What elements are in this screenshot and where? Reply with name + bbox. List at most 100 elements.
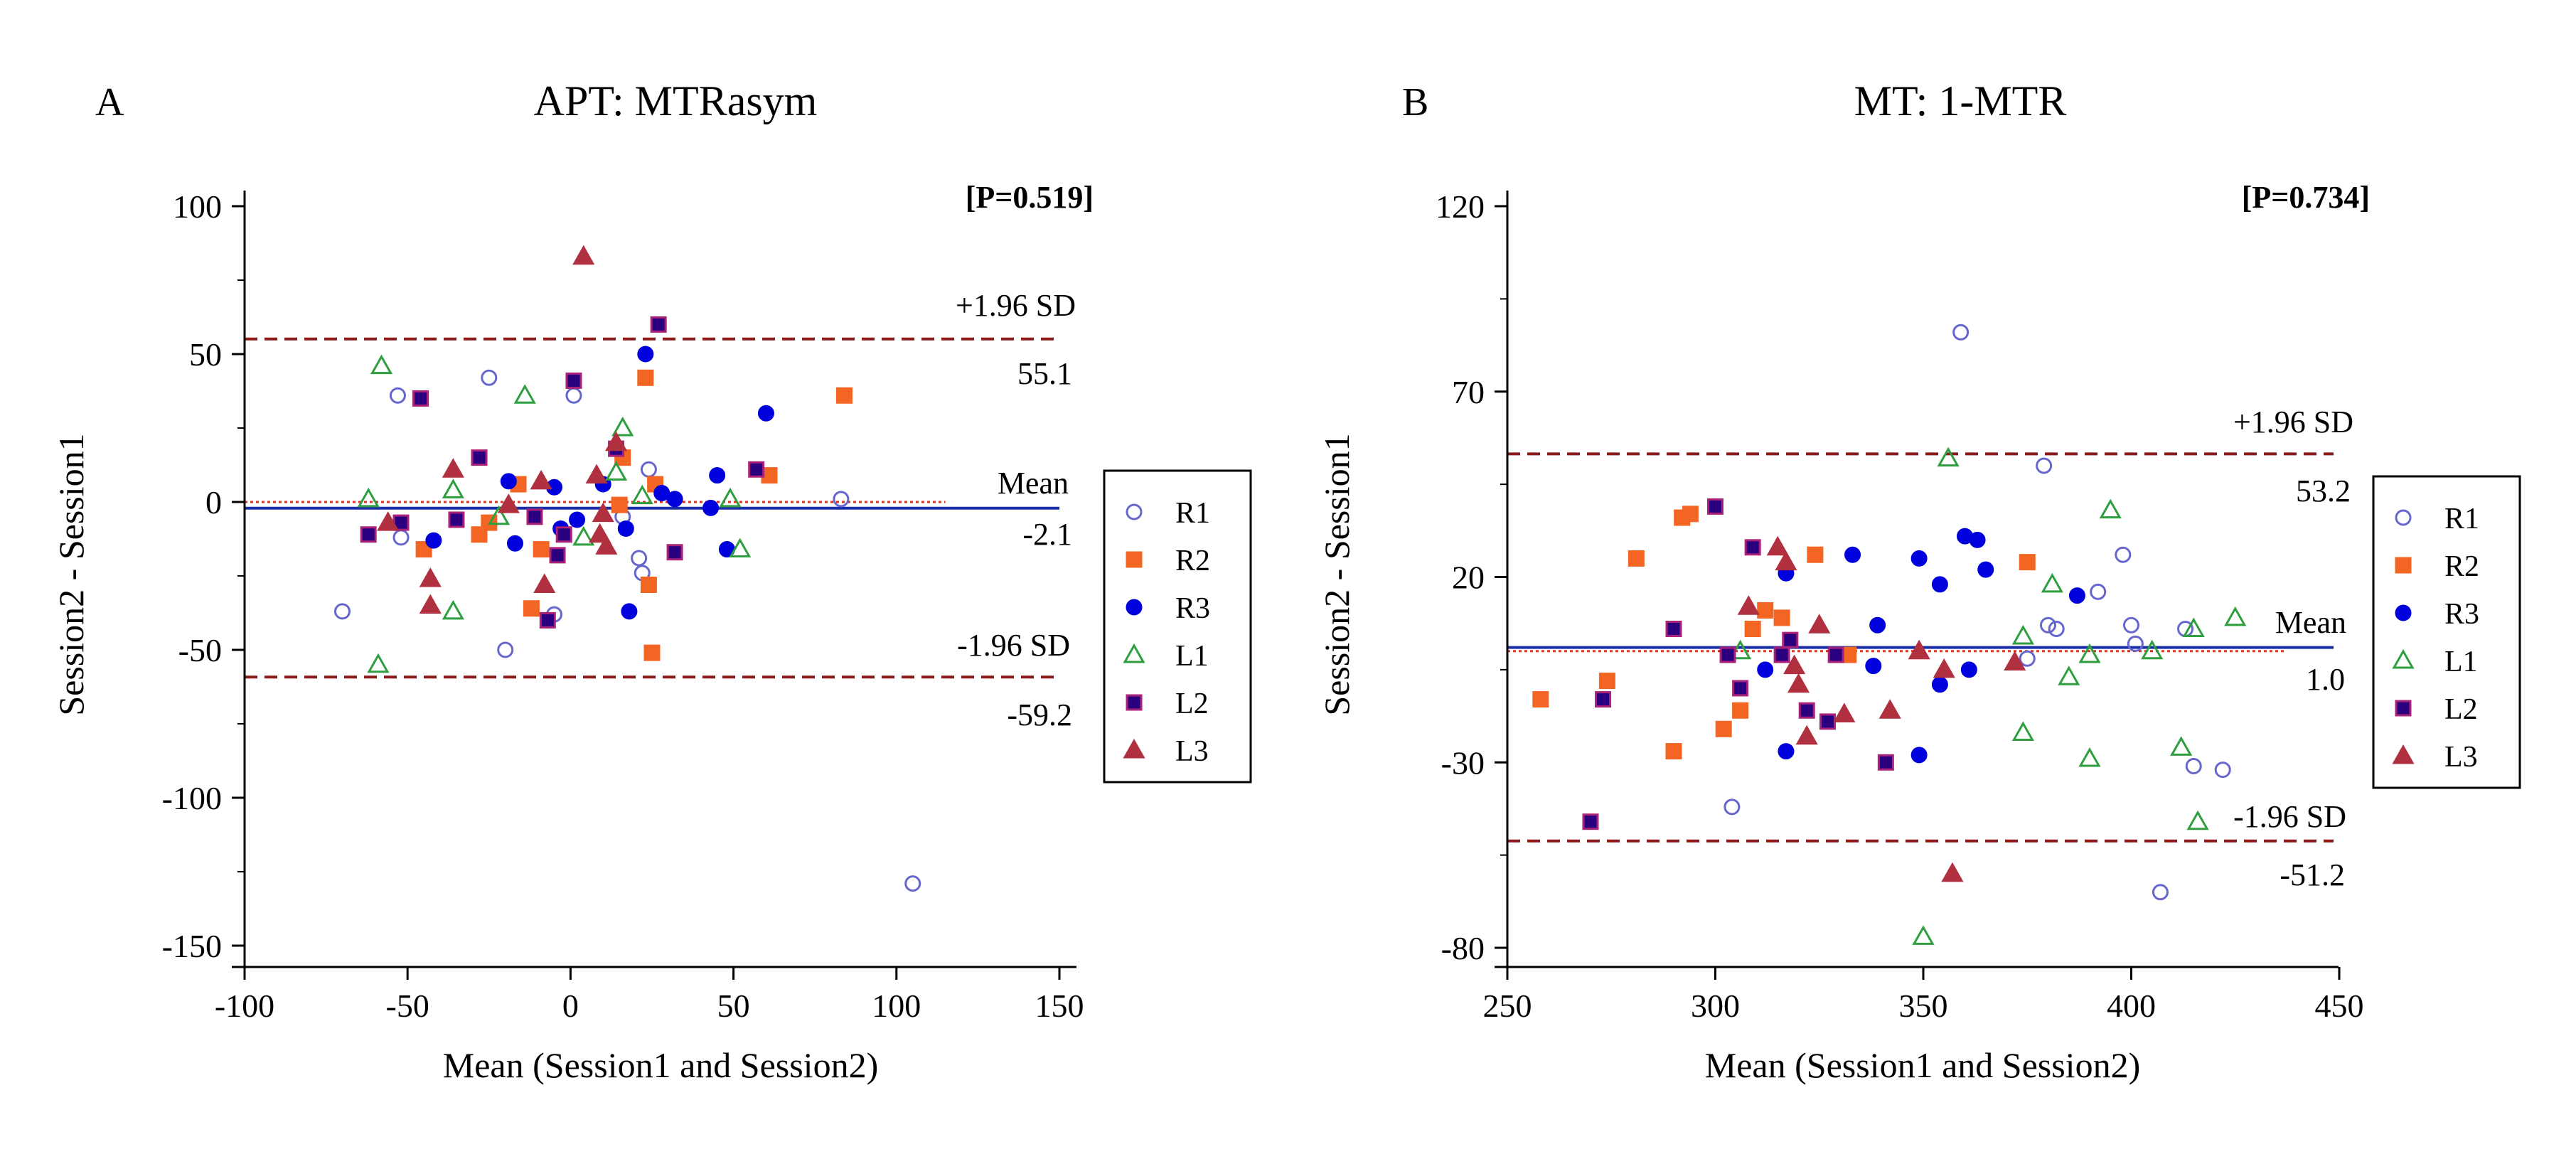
panel-b-legend-marker-l1 [2392, 648, 2415, 669]
panel-a-point-l1 [442, 599, 464, 620]
panel-b-point-r2 [1732, 702, 1749, 719]
panel-b-legend-box [2372, 475, 2521, 789]
panel-a-point-r1 [389, 387, 406, 404]
panel-b-point-r3 [1757, 661, 1774, 678]
panel-a-y-tick-label: 0 [205, 484, 222, 520]
panel-b-point-l2 [1877, 754, 1894, 771]
panel-b-y-tick-label: 120 [1436, 188, 1485, 225]
panel-b-upper-loa-value: 53.2 [2296, 474, 2351, 508]
panel-a-point-r3 [569, 511, 586, 528]
panel-a-point-l1 [719, 487, 742, 508]
panel-a-x-tick-label: 100 [872, 988, 921, 1024]
panel-b-point-l1 [1912, 925, 1935, 945]
panel-b-point-r3 [1977, 561, 1994, 578]
panel-a-point-l1 [442, 479, 464, 498]
panel-b-legend-marker-l2 [2395, 700, 2412, 717]
panel-a-legend: R1 R2 R3 L1 L2 L3 [1103, 469, 1252, 784]
panel-a-reference-lines [245, 337, 1059, 679]
panel-b-point-r1 [2040, 616, 2056, 634]
panel-a-point-l1 [729, 538, 752, 558]
panel-a-y-axis-label: Session2 - Session1 [51, 433, 91, 715]
panel-a-point-r2 [523, 600, 540, 617]
panel-b-point-r1 [2090, 583, 2107, 600]
panel-b-point-l2 [1819, 713, 1836, 730]
panel-a-point-r3 [500, 473, 517, 490]
panel-a-point-r2 [640, 576, 657, 593]
panel-a-point-r3 [653, 485, 670, 502]
panel-a-point-r2 [471, 526, 488, 543]
panel-a-point-l2 [565, 372, 582, 389]
panel-b-point-l1 [2170, 736, 2193, 756]
panel-a-y-tick-label: -150 [162, 928, 222, 964]
panel-b-point-l3 [1808, 614, 1831, 634]
panel-a-point-r1 [904, 875, 921, 892]
panel-a-point-l1 [357, 487, 380, 508]
panel-a-x-ticks: -100 -50 0 50 100 150 [215, 967, 1084, 1024]
panel-b-point-r3 [2068, 587, 2085, 604]
panel-a-point-r2 [611, 496, 628, 513]
panel-a-point-l2 [549, 547, 566, 564]
panel-a-p-value: [P=0.519] [966, 180, 1094, 215]
panel-a-y-tick-label: -100 [162, 780, 222, 816]
panel-a-point-l3 [589, 523, 611, 543]
panel-b-point-r1 [2115, 546, 2132, 563]
panel-a-point-l2 [555, 526, 572, 543]
panel-a-point-l3 [442, 458, 464, 478]
panel-a-point-l1 [367, 653, 390, 673]
panel-b-legend-label-l1: L1 [2444, 646, 2478, 678]
panel-a-x-axis-label: Mean (Session1 and Session2) [443, 1045, 878, 1085]
panel-b-point-r2 [1628, 550, 1645, 567]
panel-b-point-l2 [1595, 691, 1612, 708]
panel-b-point-l3 [1941, 862, 1964, 882]
panel-b-x-axis-label: Mean (Session1 and Session2) [1705, 1045, 2140, 1085]
panel-b-point-l1 [2058, 666, 2080, 685]
panel-a-legend-marker-r3 [1126, 599, 1143, 616]
panel-b-point-r2 [1715, 720, 1732, 737]
panel-b-point-l1 [2186, 810, 2209, 830]
panel-a-point-l1 [631, 484, 653, 505]
panel-a-point-r3 [425, 532, 442, 549]
panel-b-lower-loa-value: -51.2 [2280, 857, 2345, 892]
panel-a-legend-label-l3: L3 [1175, 735, 1209, 768]
panel-b-point-l3 [1775, 550, 1797, 571]
panel-a-x-tick-label: 150 [1035, 988, 1084, 1024]
panel-a-point-r3 [637, 346, 654, 363]
panel-b-mean-label: Mean [2275, 605, 2346, 640]
panel-b-point-r3 [1931, 576, 1948, 593]
panel-b-x-tick-label: 350 [1899, 988, 1948, 1024]
panel-b-point-l2 [1773, 646, 1790, 663]
panel-b-point-l2 [1719, 646, 1736, 663]
panel-b-point-r3 [1778, 743, 1795, 760]
panel-b-point-l3 [1766, 535, 1789, 556]
panel-b-point-r3 [1910, 550, 1928, 567]
panel-b-point-l1 [2224, 606, 2247, 626]
panel-b-point-r3 [1910, 747, 1928, 764]
panel-a-x-tick-label: -50 [386, 988, 429, 1024]
panel-b-point-l2 [1665, 621, 1682, 638]
panel-b-p-value: [P=0.734] [2242, 180, 2370, 215]
panel-a-point-l2 [412, 390, 429, 407]
panel-b-legend-label-l3: L3 [2444, 741, 2478, 774]
panel-a-point-r3 [757, 405, 774, 422]
panel-a-x-tick-label: -100 [215, 988, 274, 1024]
panel-b-point-l3 [1783, 654, 1806, 675]
panel-b-legend-label-r3: R3 [2444, 598, 2479, 631]
panel-b-legend: R1 R2 R3 L1 L2 L3 [2372, 475, 2521, 789]
panel-a-point-l2 [471, 449, 488, 466]
panel-a-upper-loa-value: 55.1 [1017, 356, 1072, 391]
panel-b-point-l1 [2141, 639, 2164, 660]
panel-b-point-l1 [2182, 617, 2205, 638]
panel-a-point-l3 [605, 431, 628, 451]
panel-b-legend-marker-l3 [2392, 744, 2415, 764]
panel-b-legend-label-r2: R2 [2444, 550, 2479, 583]
panel-b-point-l2 [1744, 539, 1761, 556]
panel-a-point-r3 [617, 520, 634, 537]
panel-b-point-r1 [2127, 635, 2144, 652]
panel-b-y-axis-label: Session2 - Session1 [1317, 433, 1357, 715]
panel-a-point-l1 [605, 461, 628, 481]
panel-b-point-r1 [1952, 324, 1970, 341]
panel-a-point-r1 [631, 550, 648, 567]
panel-b-y-tick-label: -80 [1441, 930, 1485, 966]
panel-a-x-tick-label: 0 [562, 988, 579, 1024]
